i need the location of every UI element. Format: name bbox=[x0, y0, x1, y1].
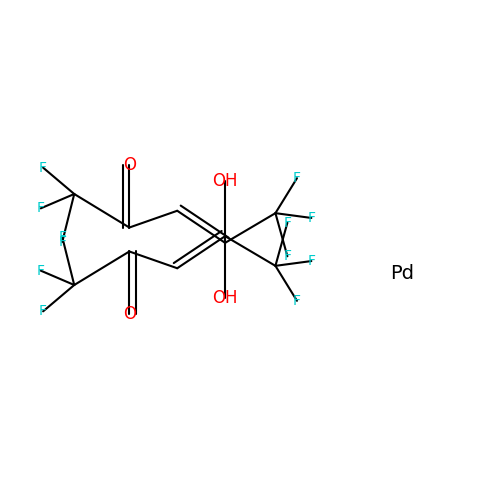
Text: F: F bbox=[37, 263, 45, 278]
Text: F: F bbox=[58, 230, 66, 244]
Text: OH: OH bbox=[212, 289, 238, 308]
Text: F: F bbox=[293, 171, 301, 185]
Text: F: F bbox=[58, 235, 66, 249]
Text: F: F bbox=[284, 249, 291, 263]
Text: F: F bbox=[39, 304, 47, 319]
Text: OH: OH bbox=[212, 171, 238, 190]
Text: Pd: Pd bbox=[390, 263, 414, 283]
Text: F: F bbox=[284, 216, 291, 230]
Text: F: F bbox=[308, 211, 315, 225]
Text: F: F bbox=[39, 160, 47, 175]
Text: O: O bbox=[123, 156, 136, 174]
Text: F: F bbox=[308, 254, 315, 268]
Text: O: O bbox=[123, 305, 136, 323]
Text: F: F bbox=[293, 294, 301, 308]
Text: F: F bbox=[37, 201, 45, 216]
